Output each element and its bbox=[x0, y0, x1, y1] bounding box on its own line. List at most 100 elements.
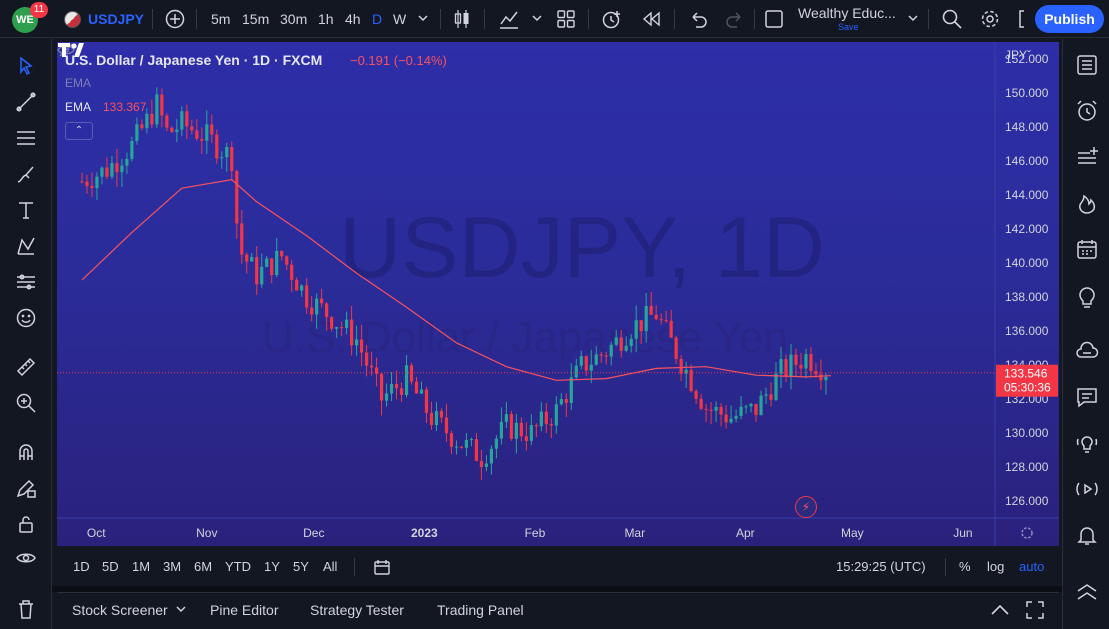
ruler-tool[interactable] bbox=[13, 354, 39, 380]
trend-line-tool[interactable] bbox=[13, 89, 39, 115]
streams-button[interactable] bbox=[1073, 337, 1101, 365]
pattern-tool[interactable] bbox=[13, 233, 39, 259]
candle-body bbox=[614, 337, 618, 345]
interval-30m[interactable]: 30m bbox=[280, 11, 308, 27]
publish-button[interactable]: Publish bbox=[1035, 5, 1104, 33]
alert-clock-icon[interactable] bbox=[601, 8, 623, 30]
range-5y[interactable]: 5Y bbox=[293, 559, 309, 574]
interval-15m[interactable]: 15m bbox=[242, 11, 270, 27]
calendar-button[interactable] bbox=[1073, 235, 1101, 263]
watchlist-button[interactable] bbox=[1073, 51, 1101, 79]
tab-trading-panel[interactable]: Trading Panel bbox=[437, 602, 524, 618]
candle-body bbox=[145, 113, 149, 129]
candle bbox=[384, 383, 389, 407]
tab-strategy-tester[interactable]: Strategy Tester bbox=[310, 602, 404, 618]
search-icon[interactable] bbox=[941, 8, 963, 30]
percent-scale-toggle[interactable]: % bbox=[959, 559, 971, 574]
indicators-icon[interactable] bbox=[498, 8, 520, 30]
candle bbox=[310, 296, 314, 322]
zoom-in-tool[interactable] bbox=[13, 390, 39, 416]
chevron-down-icon[interactable] bbox=[176, 606, 186, 614]
candle-body bbox=[215, 134, 219, 159]
candle-body bbox=[459, 446, 464, 448]
chevron-down-icon[interactable] bbox=[532, 15, 542, 23]
candle bbox=[549, 418, 553, 439]
pane-toggle-button[interactable] bbox=[1073, 579, 1101, 607]
candle-body bbox=[165, 115, 169, 128]
toolbar-divider bbox=[440, 9, 441, 29]
prediction-tool[interactable] bbox=[13, 269, 39, 295]
top-toolbar: WE 11 USDJPY 5m 15m 30m 1h 4h D W Wealth… bbox=[0, 0, 1109, 38]
range-3m[interactable]: 3M bbox=[163, 559, 182, 574]
interval-w[interactable]: W bbox=[393, 11, 407, 27]
undo-icon[interactable] bbox=[688, 10, 708, 28]
tech-help-button[interactable] bbox=[1073, 429, 1101, 457]
live-button[interactable] bbox=[1073, 475, 1101, 503]
tradingview-logo-icon[interactable] bbox=[57, 42, 91, 58]
interval-5m[interactable]: 5m bbox=[211, 11, 231, 27]
legend-ema-label[interactable]: EMA bbox=[65, 100, 92, 114]
notifications-button[interactable] bbox=[1073, 521, 1101, 549]
range-all[interactable]: All bbox=[323, 559, 338, 574]
hotlists-button[interactable] bbox=[1073, 189, 1101, 217]
text-tool[interactable] bbox=[13, 197, 39, 223]
remove-drawings-tool[interactable] bbox=[13, 596, 39, 622]
candle bbox=[255, 246, 259, 295]
redo-icon[interactable] bbox=[725, 10, 745, 28]
interval-d[interactable]: D bbox=[372, 11, 383, 27]
chevron-down-icon[interactable] bbox=[908, 15, 918, 23]
price-axis-currency[interactable]: JPYˇ bbox=[1005, 48, 1032, 62]
range-6m[interactable]: 6M bbox=[194, 559, 213, 574]
horizontal-lines-tool[interactable] bbox=[13, 125, 39, 151]
magnet-tool[interactable] bbox=[13, 439, 39, 465]
candle bbox=[589, 349, 593, 384]
layouts-grid-icon[interactable] bbox=[556, 9, 576, 29]
chats-button[interactable] bbox=[1073, 383, 1101, 411]
hide-drawings-tool[interactable] bbox=[13, 545, 39, 571]
range-1m[interactable]: 1M bbox=[132, 559, 151, 574]
chevron-up-icon[interactable] bbox=[990, 603, 1010, 617]
cursor-tool[interactable] bbox=[13, 53, 39, 79]
auto-scale-toggle[interactable]: auto bbox=[1019, 559, 1045, 574]
candle-body bbox=[794, 354, 798, 365]
axis-settings-gear-icon[interactable] bbox=[1021, 527, 1033, 539]
log-scale-toggle[interactable]: log bbox=[987, 559, 1005, 574]
ideas-button[interactable] bbox=[1073, 283, 1101, 311]
data-window-button[interactable] bbox=[1073, 143, 1101, 171]
legend-symbol-title[interactable]: U.S. Dollar / Japanese Yen · 1D · FXCM bbox=[65, 52, 323, 68]
brush-tool[interactable] bbox=[13, 161, 39, 187]
candle-body bbox=[679, 359, 683, 374]
candle-body bbox=[364, 352, 369, 366]
lightning-icon[interactable]: ⚡ bbox=[795, 496, 817, 518]
lock-drawings-tool[interactable] bbox=[13, 511, 39, 537]
layout-name[interactable]: Wealthy Educ... bbox=[798, 5, 896, 21]
gear-icon[interactable] bbox=[979, 8, 1001, 30]
chart-canvas[interactable]: USDJPY, 1D U.S. Dollar / Japanese Yen 15… bbox=[57, 42, 1059, 546]
chevron-down-icon[interactable] bbox=[418, 15, 428, 23]
replay-rewind-icon[interactable] bbox=[641, 10, 661, 28]
alerts-button[interactable] bbox=[1073, 97, 1101, 125]
interval-4h[interactable]: 4h bbox=[345, 11, 361, 27]
legend-collapse-button[interactable]: ⌃ bbox=[65, 122, 93, 140]
chart-pane[interactable]: USDJPY, 1D U.S. Dollar / Japanese Yen 15… bbox=[57, 42, 1059, 546]
fullscreen-square-icon[interactable] bbox=[764, 9, 784, 29]
tab-stock-screener[interactable]: Stock Screener bbox=[72, 602, 168, 618]
range-1d[interactable]: 1D bbox=[73, 559, 90, 574]
goto-date-icon[interactable] bbox=[373, 558, 391, 576]
price-tick-label: 152.000 bbox=[1005, 52, 1049, 66]
range-ytd[interactable]: YTD bbox=[225, 559, 251, 574]
symbol-search-button[interactable]: USDJPY bbox=[88, 11, 145, 27]
utc-clock[interactable]: 15:29:25 (UTC) bbox=[836, 559, 926, 574]
stay-drawing-tool[interactable] bbox=[13, 475, 39, 501]
interval-1h[interactable]: 1h bbox=[318, 11, 334, 27]
legend-ema-hidden-label[interactable]: EMA bbox=[65, 76, 92, 90]
emoji-tool[interactable] bbox=[13, 305, 39, 331]
tab-pine-editor[interactable]: Pine Editor bbox=[210, 602, 279, 618]
candles-style-icon[interactable] bbox=[452, 8, 472, 30]
compare-add-icon[interactable] bbox=[165, 9, 185, 29]
maximize-icon[interactable] bbox=[1026, 601, 1044, 619]
candle bbox=[424, 386, 429, 423]
range-5d[interactable]: 5D bbox=[102, 559, 119, 574]
range-1y[interactable]: 1Y bbox=[264, 559, 280, 574]
fullscreen-corner-icon[interactable] bbox=[1016, 9, 1028, 29]
